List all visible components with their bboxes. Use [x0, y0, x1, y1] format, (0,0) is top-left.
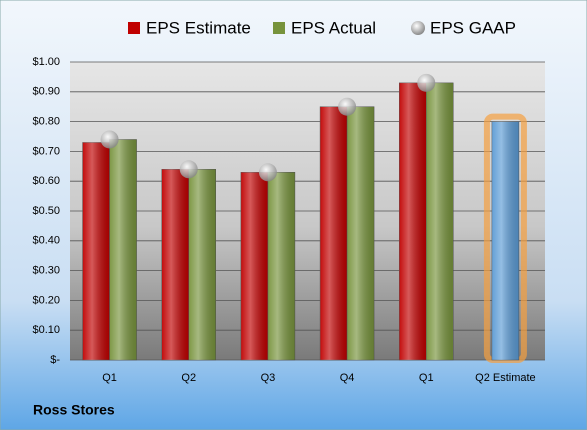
bar-shine	[188, 169, 216, 360]
gaap-marker	[179, 160, 198, 179]
marks	[82, 73, 527, 363]
legend-label: EPS Estimate	[146, 18, 251, 37]
bar-shine	[82, 142, 110, 360]
bar-shine	[491, 121, 519, 360]
gaap-marker	[100, 130, 119, 149]
bar-shine	[320, 106, 348, 360]
y-tick-label: $0.70	[32, 145, 60, 157]
gaap-marker	[417, 73, 436, 92]
gaap-marker	[338, 97, 357, 116]
bar-shine	[426, 82, 454, 361]
x-tick-label: Q1	[419, 372, 434, 384]
x-tick-label: Q2 Estimate	[475, 372, 536, 384]
x-tick-label: Q3	[261, 372, 276, 384]
bar-shine	[109, 139, 137, 360]
bar-shine	[347, 106, 375, 360]
y-tick-label: $0.80	[32, 116, 60, 128]
y-tick-label: $1.00	[32, 56, 60, 68]
legend-marker	[273, 22, 285, 34]
y-tick-label: $0.50	[32, 205, 60, 217]
gaap-marker	[258, 163, 277, 182]
bar-shine	[267, 172, 295, 360]
y-tick-label: $0.20	[32, 294, 60, 306]
x-tick-label: Q2	[181, 372, 196, 384]
y-tick-label: $0.40	[32, 235, 60, 247]
bar-shine	[399, 82, 427, 361]
y-tick-label: $0.60	[32, 175, 60, 187]
y-tick-label: $0.90	[32, 86, 60, 98]
x-tick-label: Q1	[102, 372, 117, 384]
y-tick-label: $0.30	[32, 265, 60, 277]
grid	[70, 61, 545, 361]
legend-marker	[128, 22, 140, 34]
legend-label: EPS Actual	[291, 18, 376, 37]
x-tick-label: Q4	[340, 372, 355, 384]
chart-title: Ross Stores	[33, 402, 115, 418]
bar-shine	[240, 172, 268, 360]
y-tick-label: $-	[50, 354, 60, 366]
legend-marker	[411, 21, 425, 35]
legend-label: EPS GAAP	[430, 18, 516, 37]
y-tick-label: $0.10	[32, 324, 60, 336]
bar-shine	[161, 169, 189, 360]
